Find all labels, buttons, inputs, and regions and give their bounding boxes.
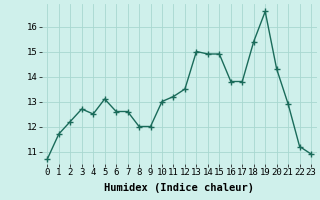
X-axis label: Humidex (Indice chaleur): Humidex (Indice chaleur) bbox=[104, 183, 254, 193]
